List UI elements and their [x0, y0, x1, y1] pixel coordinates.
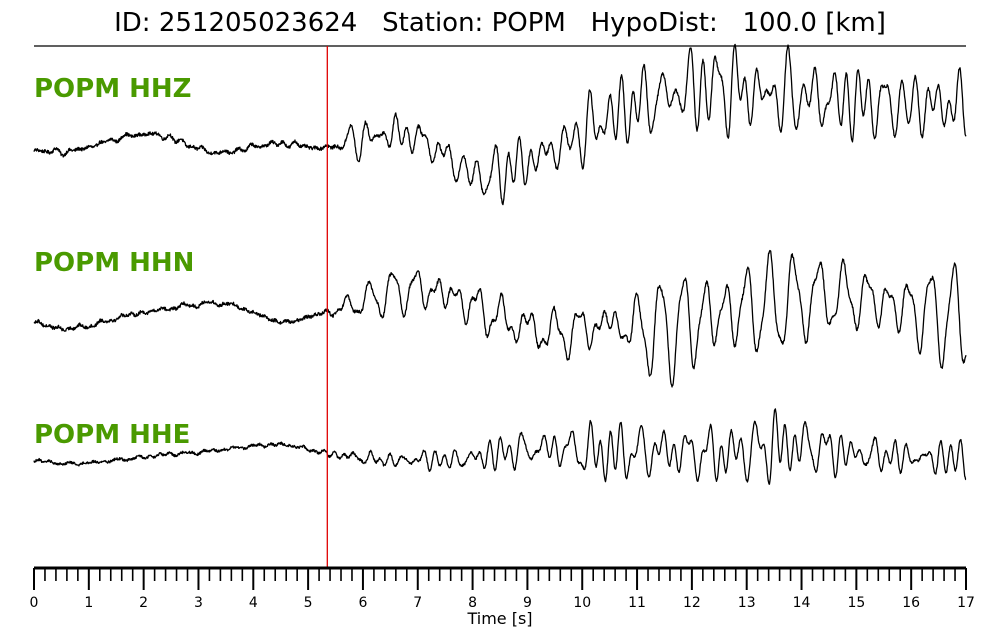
x-tick-label: 1 [84, 595, 93, 611]
x-tick-label: 7 [413, 595, 422, 611]
trace-popm-hhe [33, 408, 967, 485]
x-tick-label: 2 [139, 595, 148, 611]
x-tick-label: 10 [573, 595, 591, 611]
x-tick-label: 17 [957, 595, 975, 611]
x-tick-label: 16 [902, 595, 920, 611]
time-axis: 0 1 2 3 4 5 6 7 8 9 10 11 12 13 14 15 16 17 [30, 566, 975, 611]
x-tick-label: 12 [683, 595, 701, 611]
channel-label-popm-hhz: POPM HHZ [34, 74, 192, 104]
x-tick-label: 6 [358, 595, 367, 611]
x-tick-label: 4 [249, 595, 258, 611]
channel-label-popm-hhn: POPM HHN [34, 248, 195, 278]
trace-popm-hhz [33, 43, 967, 206]
trace-popm-hhn [33, 249, 967, 388]
x-tick-label: 8 [468, 595, 477, 611]
chart-title: ID: 251205023624 Station: POPM HypoDist:… [114, 8, 886, 38]
x-axis-label: Time [s] [466, 609, 532, 628]
x-tick-label: 11 [628, 595, 646, 611]
channel-label-popm-hhe: POPM HHE [34, 420, 191, 450]
x-tick-label: 13 [738, 595, 756, 611]
x-tick-label: 3 [194, 595, 203, 611]
traces-group [33, 43, 967, 485]
x-tick-label: 0 [30, 595, 39, 611]
x-tick-label: 9 [523, 595, 532, 611]
x-tick-label: 15 [847, 595, 865, 611]
x-tick-label: 5 [304, 595, 313, 611]
x-tick-label: 14 [793, 595, 811, 611]
